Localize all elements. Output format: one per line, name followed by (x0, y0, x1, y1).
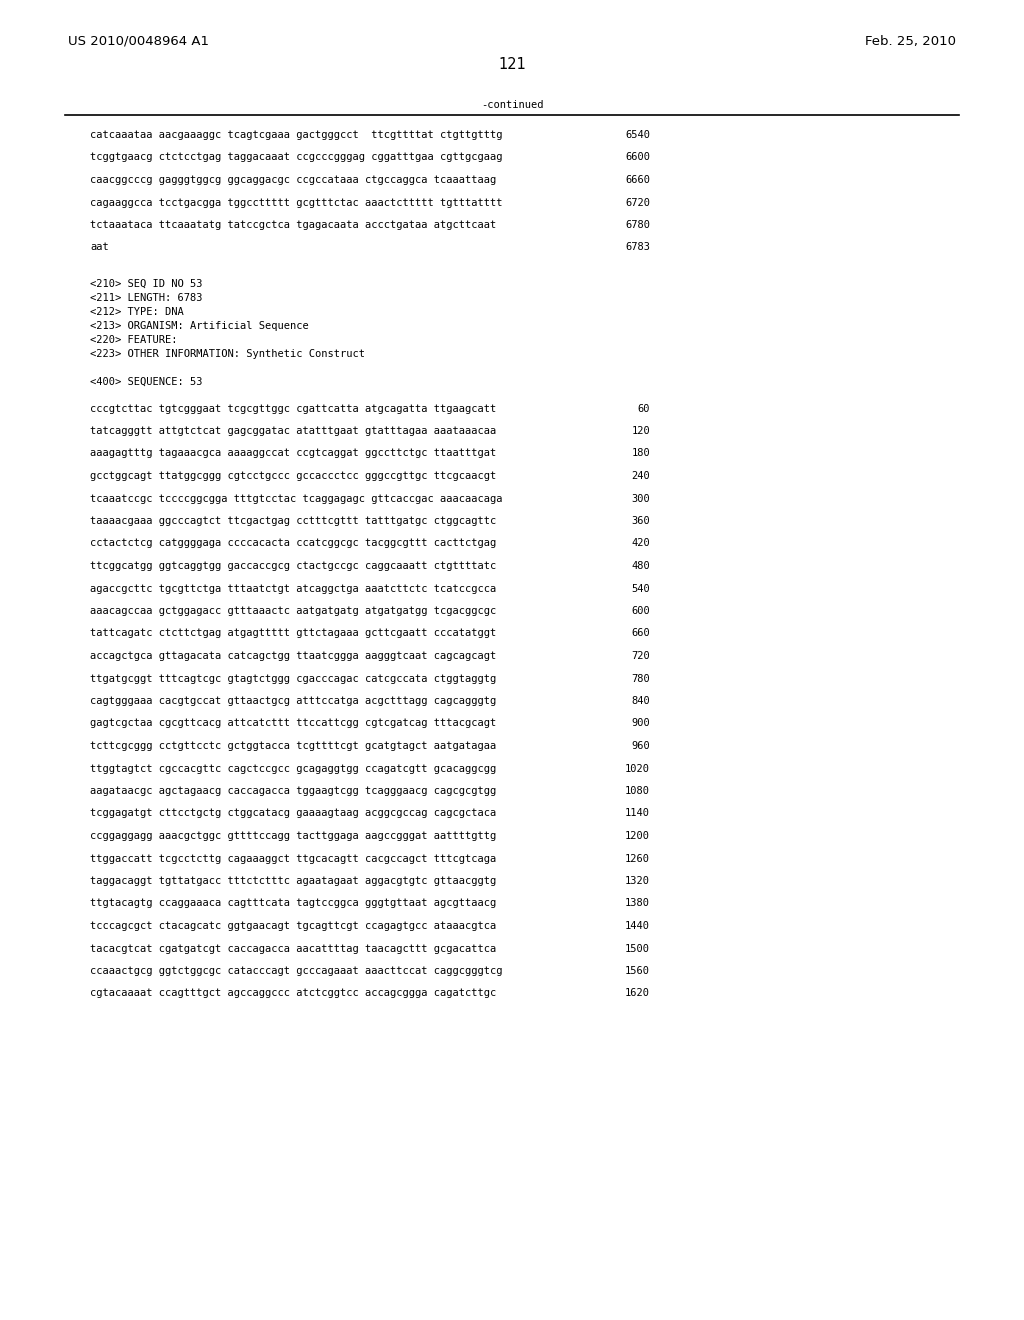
Text: aagataacgc agctagaacg caccagacca tggaagtcgg tcagggaacg cagcgcgtgg: aagataacgc agctagaacg caccagacca tggaagt… (90, 785, 497, 796)
Text: tacacgtcat cgatgatcgt caccagacca aacattttag taacagcttt gcgacattca: tacacgtcat cgatgatcgt caccagacca aacattt… (90, 944, 497, 953)
Text: tcggtgaacg ctctcctgag taggacaaat ccgcccgggag cggatttgaa cgttgcgaag: tcggtgaacg ctctcctgag taggacaaat ccgcccg… (90, 153, 503, 162)
Text: 1380: 1380 (625, 899, 650, 908)
Text: tcggagatgt cttcctgctg ctggcatacg gaaaagtaag acggcgccag cagcgctaca: tcggagatgt cttcctgctg ctggcatacg gaaaagt… (90, 808, 497, 818)
Text: <210> SEQ ID NO 53: <210> SEQ ID NO 53 (90, 279, 203, 289)
Text: 420: 420 (631, 539, 650, 549)
Text: cccgtcttac tgtcgggaat tcgcgttggc cgattcatta atgcagatta ttgaagcatt: cccgtcttac tgtcgggaat tcgcgttggc cgattca… (90, 404, 497, 413)
Text: ttgtacagtg ccaggaaaca cagtttcata tagtccggca gggtgttaat agcgttaacg: ttgtacagtg ccaggaaaca cagtttcata tagtccg… (90, 899, 497, 908)
Text: Feb. 25, 2010: Feb. 25, 2010 (865, 36, 956, 48)
Text: aaacagccaa gctggagacc gtttaaactc aatgatgatg atgatgatgg tcgacggcgc: aaacagccaa gctggagacc gtttaaactc aatgatg… (90, 606, 497, 616)
Text: tcttcgcggg cctgttcctc gctggtacca tcgttttcgt gcatgtagct aatgatagaa: tcttcgcggg cctgttcctc gctggtacca tcgtttt… (90, 741, 497, 751)
Text: cgtacaaaat ccagtttgct agccaggccc atctcggtcc accagcggga cagatcttgc: cgtacaaaat ccagtttgct agccaggccc atctcgg… (90, 989, 497, 998)
Text: <213> ORGANISM: Artificial Sequence: <213> ORGANISM: Artificial Sequence (90, 321, 309, 331)
Text: taggacaggt tgttatgacc tttctctttc agaatagaat aggacgtgtc gttaacggtg: taggacaggt tgttatgacc tttctctttc agaatag… (90, 876, 497, 886)
Text: accagctgca gttagacata catcagctgg ttaatcggga aagggtcaat cagcagcagt: accagctgca gttagacata catcagctgg ttaatcg… (90, 651, 497, 661)
Text: 1260: 1260 (625, 854, 650, 863)
Text: taaaacgaaa ggcccagtct ttcgactgag cctttcgttt tatttgatgc ctggcagttc: taaaacgaaa ggcccagtct ttcgactgag cctttcg… (90, 516, 497, 525)
Text: <212> TYPE: DNA: <212> TYPE: DNA (90, 308, 183, 317)
Text: <223> OTHER INFORMATION: Synthetic Construct: <223> OTHER INFORMATION: Synthetic Const… (90, 348, 365, 359)
Text: 60: 60 (638, 404, 650, 413)
Text: cagtgggaaa cacgtgccat gttaactgcg atttccatga acgctttagg cagcagggtg: cagtgggaaa cacgtgccat gttaactgcg atttcca… (90, 696, 497, 706)
Text: aaagagtttg tagaaacgca aaaaggccat ccgtcaggat ggccttctgc ttaatttgat: aaagagtttg tagaaacgca aaaaggccat ccgtcag… (90, 449, 497, 458)
Text: 660: 660 (631, 628, 650, 639)
Text: 6660: 6660 (625, 176, 650, 185)
Text: gagtcgctaa cgcgttcacg attcatcttt ttccattcgg cgtcgatcag tttacgcagt: gagtcgctaa cgcgttcacg attcatcttt ttccatt… (90, 718, 497, 729)
Text: gcctggcagt ttatggcggg cgtcctgccc gccaccctcc gggccgttgc ttcgcaacgt: gcctggcagt ttatggcggg cgtcctgccc gccaccc… (90, 471, 497, 480)
Text: 6780: 6780 (625, 220, 650, 230)
Text: ccaaactgcg ggtctggcgc catacccagt gcccagaaat aaacttccat caggcgggtcg: ccaaactgcg ggtctggcgc catacccagt gcccaga… (90, 966, 503, 975)
Text: 960: 960 (631, 741, 650, 751)
Text: 300: 300 (631, 494, 650, 503)
Text: 1620: 1620 (625, 989, 650, 998)
Text: <211> LENGTH: 6783: <211> LENGTH: 6783 (90, 293, 203, 304)
Text: 720: 720 (631, 651, 650, 661)
Text: 1080: 1080 (625, 785, 650, 796)
Text: 1320: 1320 (625, 876, 650, 886)
Text: ttggtagtct cgccacgttc cagctccgcc gcagaggtgg ccagatcgtt gcacaggcgg: ttggtagtct cgccacgttc cagctccgcc gcagagg… (90, 763, 497, 774)
Text: ttggaccatt tcgcctcttg cagaaaggct ttgcacagtt cacgccagct tttcgtcaga: ttggaccatt tcgcctcttg cagaaaggct ttgcaca… (90, 854, 497, 863)
Text: 6540: 6540 (625, 129, 650, 140)
Text: 1560: 1560 (625, 966, 650, 975)
Text: 840: 840 (631, 696, 650, 706)
Text: tctaaataca ttcaaatatg tatccgctca tgagacaata accctgataa atgcttcaat: tctaaataca ttcaaatatg tatccgctca tgagaca… (90, 220, 497, 230)
Text: <400> SEQUENCE: 53: <400> SEQUENCE: 53 (90, 378, 203, 387)
Text: 6600: 6600 (625, 153, 650, 162)
Text: cctactctcg catggggaga ccccacacta ccatcggcgc tacggcgttt cacttctgag: cctactctcg catggggaga ccccacacta ccatcgg… (90, 539, 497, 549)
Text: 1200: 1200 (625, 832, 650, 841)
Text: 121: 121 (498, 57, 526, 73)
Text: tatcagggtt attgtctcat gagcggatac atatttgaat gtatttagaa aaataaacaa: tatcagggtt attgtctcat gagcggatac atatttg… (90, 426, 497, 436)
Text: 1020: 1020 (625, 763, 650, 774)
Text: 240: 240 (631, 471, 650, 480)
Text: ttcggcatgg ggtcaggtgg gaccaccgcg ctactgccgc caggcaaatt ctgttttatc: ttcggcatgg ggtcaggtgg gaccaccgcg ctactgc… (90, 561, 497, 572)
Text: 180: 180 (631, 449, 650, 458)
Text: US 2010/0048964 A1: US 2010/0048964 A1 (68, 36, 209, 48)
Text: <220> FEATURE:: <220> FEATURE: (90, 335, 177, 345)
Text: tcccagcgct ctacagcatc ggtgaacagt tgcagttcgt ccagagtgcc ataaacgtca: tcccagcgct ctacagcatc ggtgaacagt tgcagtt… (90, 921, 497, 931)
Text: aat: aat (90, 243, 109, 252)
Text: tcaaatccgc tccccggcgga tttgtcctac tcaggagagc gttcaccgac aaacaacaga: tcaaatccgc tccccggcgga tttgtcctac tcagga… (90, 494, 503, 503)
Text: caacggcccg gagggtggcg ggcaggacgc ccgccataaa ctgccaggca tcaaattaag: caacggcccg gagggtggcg ggcaggacgc ccgccat… (90, 176, 497, 185)
Text: 540: 540 (631, 583, 650, 594)
Text: 120: 120 (631, 426, 650, 436)
Text: ccggaggagg aaacgctggc gttttccagg tacttggaga aagccgggat aattttgttg: ccggaggagg aaacgctggc gttttccagg tacttgg… (90, 832, 497, 841)
Text: ttgatgcggt tttcagtcgc gtagtctggg cgacccagac catcgccata ctggtaggtg: ttgatgcggt tttcagtcgc gtagtctggg cgaccca… (90, 673, 497, 684)
Text: 6720: 6720 (625, 198, 650, 207)
Text: 600: 600 (631, 606, 650, 616)
Text: 900: 900 (631, 718, 650, 729)
Text: 6783: 6783 (625, 243, 650, 252)
Text: catcaaataa aacgaaaggc tcagtcgaaa gactgggcct  ttcgttttat ctgttgtttg: catcaaataa aacgaaaggc tcagtcgaaa gactggg… (90, 129, 503, 140)
Text: 360: 360 (631, 516, 650, 525)
Text: 1440: 1440 (625, 921, 650, 931)
Text: 780: 780 (631, 673, 650, 684)
Text: tattcagatc ctcttctgag atgagttttt gttctagaaa gcttcgaatt cccatatggt: tattcagatc ctcttctgag atgagttttt gttctag… (90, 628, 497, 639)
Text: agaccgcttc tgcgttctga tttaatctgt atcaggctga aaatcttctc tcatccgcca: agaccgcttc tgcgttctga tttaatctgt atcaggc… (90, 583, 497, 594)
Text: cagaaggcca tcctgacgga tggccttttt gcgtttctac aaactcttttt tgtttatttt: cagaaggcca tcctgacgga tggccttttt gcgtttc… (90, 198, 503, 207)
Text: 1140: 1140 (625, 808, 650, 818)
Text: -continued: -continued (480, 100, 544, 110)
Text: 1500: 1500 (625, 944, 650, 953)
Text: 480: 480 (631, 561, 650, 572)
